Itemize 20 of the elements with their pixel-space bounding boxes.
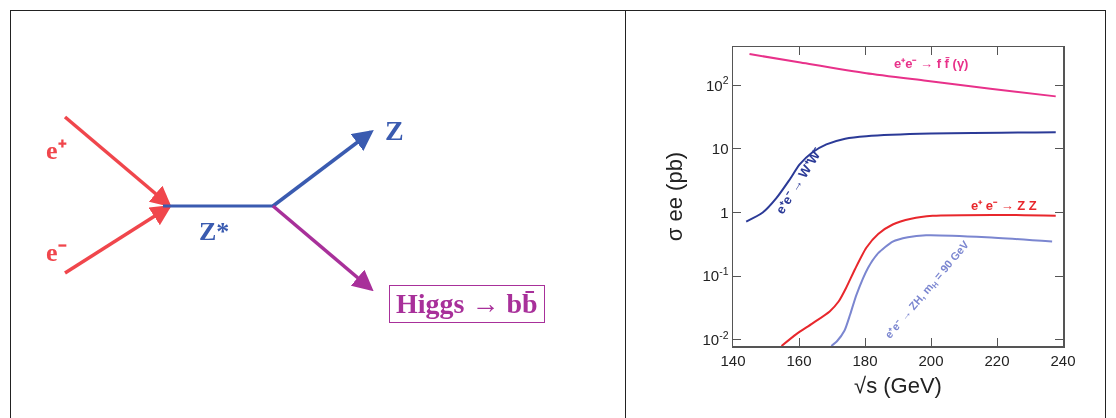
y-tick-label: 10$^{2}$ bbox=[705, 74, 729, 94]
y-tick-label: 1 bbox=[720, 203, 729, 221]
y-axis-title: σ ee (pb) bbox=[661, 151, 687, 242]
text: e⁻ bbox=[46, 237, 67, 269]
y-tick-label: 10$^{-1}$ bbox=[702, 265, 729, 285]
x-tick-label: 240 bbox=[1050, 351, 1076, 369]
text: Z bbox=[385, 115, 404, 147]
x-tick-label: 200 bbox=[918, 351, 944, 369]
x-axis-title: √s (GeV) bbox=[854, 373, 942, 399]
series-label: e⁺ e⁻ → Z Z bbox=[971, 198, 1037, 213]
y-tick-label: 10$^{-2}$ bbox=[702, 328, 729, 349]
x-tick-label: 180 bbox=[852, 351, 878, 369]
text: e⁺ bbox=[46, 135, 67, 167]
y-tick-label: 10 bbox=[711, 140, 729, 158]
x-tick-label: 140 bbox=[720, 351, 746, 369]
x-tick-label: 220 bbox=[984, 351, 1010, 369]
x-tick-label: 160 bbox=[786, 351, 812, 369]
series-label: e⁺e⁻ → f f̄ (γ) bbox=[894, 56, 969, 71]
text: Z* bbox=[199, 217, 230, 247]
text: Higgs → bb̄ bbox=[389, 285, 545, 323]
